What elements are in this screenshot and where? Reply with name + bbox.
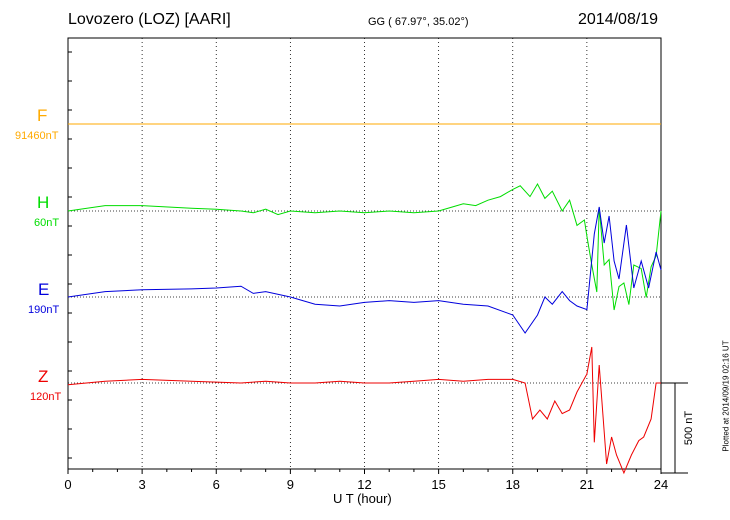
station-title: Lovozero (LOZ) [AARI] — [68, 11, 231, 28]
x-tick-label: 24 — [654, 477, 668, 492]
channel-label-z: Z — [38, 367, 49, 386]
channel-label-f: F — [37, 106, 48, 125]
series-h — [67, 182, 662, 311]
x-tick-label: 12 — [357, 477, 371, 492]
geographic-coordinates: GG ( 67.97°, 35.02°) — [368, 16, 469, 28]
x-tick-label: 21 — [580, 477, 594, 492]
channel-base-h: 60nT — [34, 217, 60, 229]
x-tick-label: 3 — [139, 477, 146, 492]
scale-bar: 500 nT — [661, 382, 695, 474]
channel-label-e: E — [38, 280, 50, 299]
channel-base-e: 190nT — [28, 304, 60, 316]
date-label: 2014/08/19 — [578, 11, 659, 28]
scale-bar-label: 500 nT — [683, 411, 695, 446]
x-tick-label: 18 — [506, 477, 520, 492]
channel-label-h: H — [37, 193, 50, 212]
x-tick-label: 6 — [213, 477, 220, 492]
series-lines — [67, 123, 662, 475]
x-axis-title: U T (hour) — [333, 491, 392, 506]
axis-ticks: 0 3 6 9 12 15 18 21 24 — [64, 51, 668, 492]
series-z — [67, 346, 661, 475]
series-e — [67, 206, 662, 334]
x-tick-label: 15 — [431, 477, 445, 492]
x-tick-label: 0 — [64, 477, 71, 492]
channel-base-z: 120nT — [30, 391, 62, 403]
channel-base-f: 91460nT — [15, 130, 59, 142]
x-tick-label: 9 — [287, 477, 294, 492]
grid-lines — [141, 38, 588, 469]
